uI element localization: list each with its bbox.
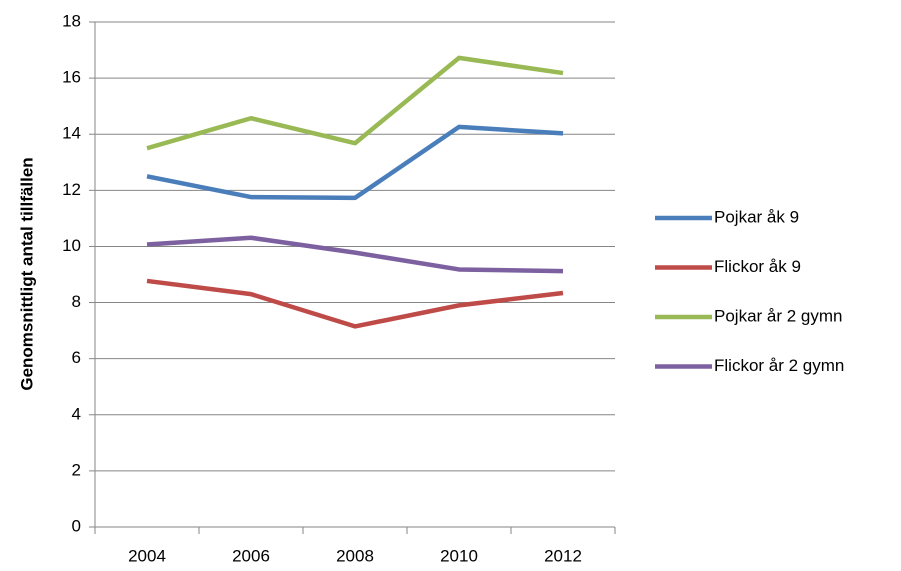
x-tick-label: 2012 — [544, 546, 582, 565]
legend-label: Flickor år 2 gymn — [714, 356, 844, 375]
series-line — [146, 124, 564, 201]
series-line — [146, 278, 564, 329]
series-line — [146, 55, 564, 151]
y-tick-label: 4 — [72, 404, 81, 423]
y-tick-label: 2 — [72, 460, 81, 479]
y-tick-label: 0 — [72, 516, 81, 535]
x-tick-label: 2008 — [336, 546, 374, 565]
legend-label: Flickor åk 9 — [714, 257, 801, 276]
y-tick-label: 8 — [72, 292, 81, 311]
x-tick-label: 2006 — [232, 546, 270, 565]
y-axis-title: Genomsnittligt antal tillfällen — [17, 157, 36, 390]
y-tick-label: 10 — [62, 236, 81, 255]
x-tick-label: 2004 — [128, 546, 166, 565]
x-tick-label: 2010 — [440, 546, 478, 565]
y-tick-label: 18 — [62, 11, 81, 30]
y-tick-label: 16 — [62, 68, 81, 87]
y-tick-label: 12 — [62, 180, 81, 199]
y-tick-label: 14 — [62, 124, 81, 143]
legend-label: Pojkar år 2 gymn — [714, 306, 843, 325]
series-line — [146, 235, 564, 274]
legend-label: Pojkar åk 9 — [714, 207, 799, 226]
y-tick-label: 6 — [72, 348, 81, 367]
